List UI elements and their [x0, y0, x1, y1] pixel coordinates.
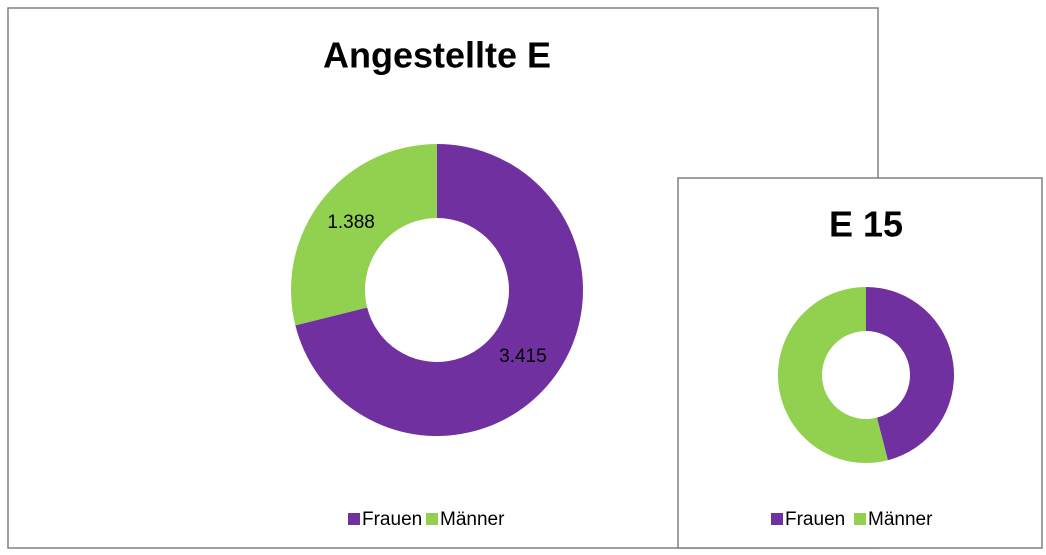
donut-segment — [290, 144, 437, 326]
legend-label: Männer — [868, 509, 933, 530]
legend-swatch — [426, 513, 438, 525]
legend-label: Frauen — [785, 509, 845, 530]
legend-label: Frauen — [362, 509, 422, 530]
legend-swatch — [854, 513, 866, 525]
donut-segment — [778, 287, 888, 463]
chart-frame — [677, 177, 1043, 549]
legend-label: Männer — [440, 509, 505, 530]
data-label: 3.415 — [499, 346, 547, 367]
data-label: 1.388 — [327, 212, 375, 233]
chart-title: Angestellte E — [323, 35, 551, 76]
donut-segment — [295, 144, 583, 436]
legend-swatch — [771, 513, 783, 525]
chart-title: E 15 — [829, 204, 903, 245]
donut-segment — [866, 287, 955, 461]
legend-swatch — [348, 513, 360, 525]
